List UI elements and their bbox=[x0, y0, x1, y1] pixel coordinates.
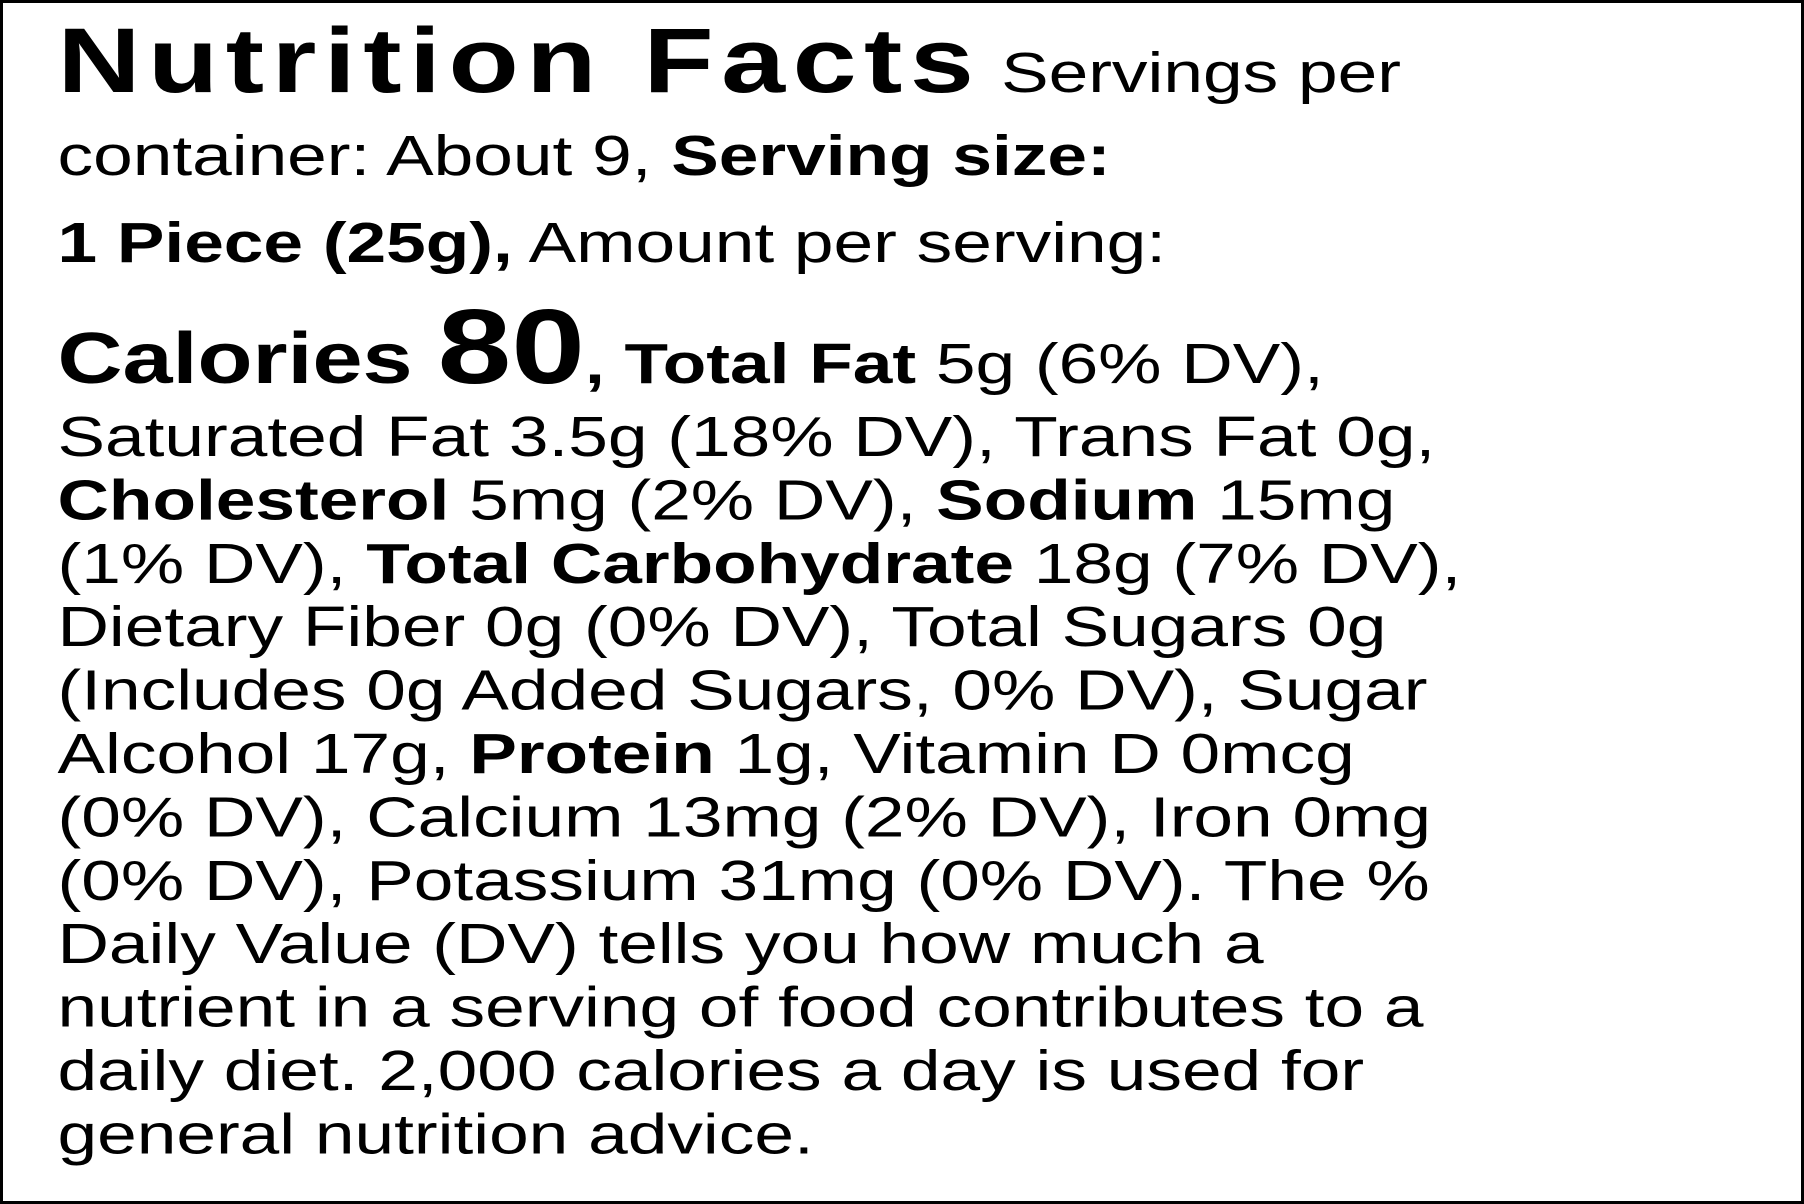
label-line: 1 Piece (25g), Amount per serving: bbox=[58, 211, 1167, 275]
label-segment: (1% DV), bbox=[58, 532, 367, 596]
label-line: Alcohol 17g, Protein 1g, Vitamin D 0mcg bbox=[58, 722, 1355, 786]
label-line: nutrient in a serving of food contribute… bbox=[58, 975, 1424, 1039]
label-line: Saturated Fat 3.5g (18% DV), Trans Fat 0… bbox=[58, 405, 1436, 469]
label-segment: general nutrition advice. bbox=[58, 1102, 814, 1166]
label-segment: 18g (7% DV), bbox=[1014, 532, 1461, 596]
label-line: (0% DV), Potassium 31mg (0% DV). The % bbox=[58, 849, 1430, 913]
label-segment: Sodium bbox=[936, 468, 1197, 532]
label-segment: nutrient in a serving of food contribute… bbox=[58, 975, 1424, 1039]
label-segment: Daily Value (DV) tells you how much a bbox=[58, 912, 1264, 976]
label-segment: Amount per serving: bbox=[513, 211, 1166, 275]
label-segment: Protein bbox=[469, 722, 714, 786]
label-line: Daily Value (DV) tells you how much a bbox=[58, 912, 1264, 976]
label-segment: (0% DV), Potassium 31mg (0% DV). The % bbox=[58, 849, 1430, 913]
label-segment: Dietary Fiber 0g (0% DV), Total Sugars 0… bbox=[58, 595, 1387, 659]
label-line: daily diet. 2,000 calories a day is used… bbox=[58, 1039, 1365, 1103]
label-segment: Servings per bbox=[981, 41, 1401, 105]
label-segment: 80 bbox=[438, 288, 585, 406]
label-line: general nutrition advice. bbox=[58, 1102, 814, 1166]
label-segment: , Total Fat bbox=[585, 332, 916, 396]
label-line: Dietary Fiber 0g (0% DV), Total Sugars 0… bbox=[58, 595, 1387, 659]
label-line: Cholesterol 5mg (2% DV), Sodium 15mg bbox=[58, 468, 1396, 532]
label-segment: Alcohol 17g, bbox=[58, 722, 470, 786]
label-segment: (0% DV), Calcium 13mg (2% DV), Iron 0mg bbox=[58, 785, 1432, 849]
label-line: Nutrition Facts Servings per bbox=[58, 10, 1401, 112]
label-segment: Total Carbohydrate bbox=[366, 532, 1014, 596]
label-segment: container: About 9, bbox=[58, 124, 672, 188]
label-segment: Calories bbox=[58, 319, 438, 399]
label-line: (1% DV), Total Carbohydrate 18g (7% DV), bbox=[58, 532, 1462, 596]
label-segment: Serving size: bbox=[671, 124, 1110, 188]
label-segment: 15mg bbox=[1197, 468, 1395, 532]
label-segment: (Includes 0g Added Sugars, 0% DV), Sugar bbox=[58, 658, 1428, 722]
label-segment: Saturated Fat 3.5g (18% DV), Trans Fat 0… bbox=[58, 405, 1436, 469]
label-segment: 5g (6% DV), bbox=[916, 332, 1324, 396]
label-line: (0% DV), Calcium 13mg (2% DV), Iron 0mg bbox=[58, 785, 1432, 849]
label-segment: 1 Piece (25g), bbox=[58, 211, 513, 275]
label-segment: daily diet. 2,000 calories a day is used… bbox=[58, 1039, 1365, 1103]
label-line: Calories 80, Total Fat 5g (6% DV), bbox=[58, 288, 1324, 406]
label-line: (Includes 0g Added Sugars, 0% DV), Sugar bbox=[58, 658, 1428, 722]
label-segment: Cholesterol bbox=[58, 468, 450, 532]
label-text: Nutrition Facts Servings per container: A… bbox=[58, 10, 1462, 1166]
label-segment: 1g, Vitamin D 0mcg bbox=[715, 722, 1355, 786]
label-line: container: About 9, Serving size: bbox=[58, 124, 1111, 188]
label-segment: Nutrition Facts bbox=[58, 10, 982, 112]
label-segment: 5mg (2% DV), bbox=[449, 468, 936, 532]
